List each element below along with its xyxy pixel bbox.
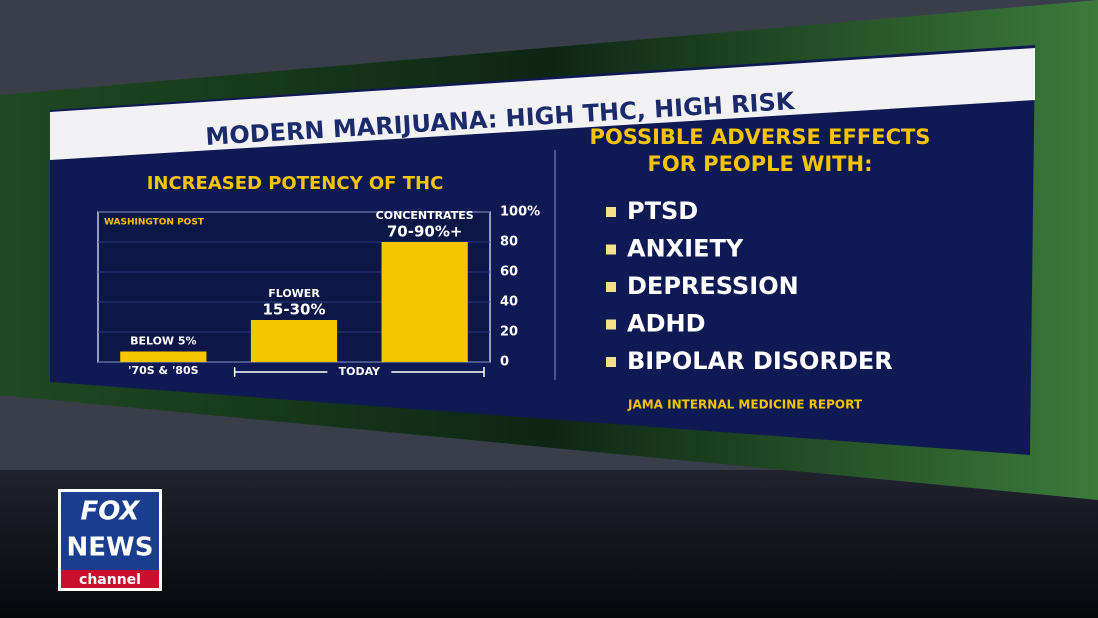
- bullet: [606, 282, 616, 292]
- bar-annotation: CONCENTRATES: [376, 209, 474, 222]
- bar-annotation: 15-30%: [262, 301, 325, 319]
- group-label-bg: [327, 364, 392, 380]
- y-tick-label: 100%: [500, 205, 540, 220]
- group-label: TODAY: [339, 365, 381, 378]
- bullet: [606, 207, 616, 217]
- bar-annotation: BELOW 5%: [130, 335, 197, 348]
- logo-channel: channel: [79, 572, 141, 588]
- effects-heading: POSSIBLE ADVERSE EFFECTS: [590, 125, 931, 149]
- bullet: [606, 244, 616, 255]
- y-tick-label: 0: [500, 355, 509, 370]
- effect-item: ANXIETY: [627, 235, 744, 263]
- bar-annotation: 70-90%+: [387, 223, 463, 241]
- effect-item: ADHD: [627, 310, 706, 338]
- studio-floor: [0, 470, 1098, 618]
- y-tick-label: 20: [500, 325, 518, 340]
- logo-fox: FOX: [81, 497, 142, 527]
- y-tick-label: 80: [500, 235, 518, 250]
- y-tick-label: 60: [500, 265, 518, 280]
- effects-source: JAMA INTERNAL MEDICINE REPORT: [627, 398, 863, 412]
- effects-panel: POSSIBLE ADVERSE EFFECTS FOR PEOPLE WITH:…: [590, 125, 931, 412]
- effect-item: PTSD: [627, 197, 698, 225]
- chart-subtitle: INCREASED POTENCY OF THC: [147, 173, 444, 194]
- x-tick-label: '70S & '80S: [128, 364, 199, 377]
- bullet: [606, 319, 616, 330]
- chart-source: WASHINGTON POST: [104, 218, 205, 228]
- bar-annotation: FLOWER: [268, 287, 320, 300]
- effect-item: BIPOLAR DISORDER: [627, 347, 893, 375]
- effect-item: DEPRESSION: [627, 272, 799, 300]
- logo-news: NEWS: [67, 533, 154, 563]
- logo-box: [61, 492, 159, 570]
- title-band: [50, 48, 1035, 160]
- y-tick-label: 40: [500, 295, 518, 310]
- bar: [381, 242, 468, 362]
- logo-band: [61, 570, 159, 588]
- bullet: [606, 357, 616, 367]
- bar: [250, 320, 338, 362]
- effects-heading: FOR PEOPLE WITH:: [648, 152, 873, 176]
- bar: [120, 351, 207, 362]
